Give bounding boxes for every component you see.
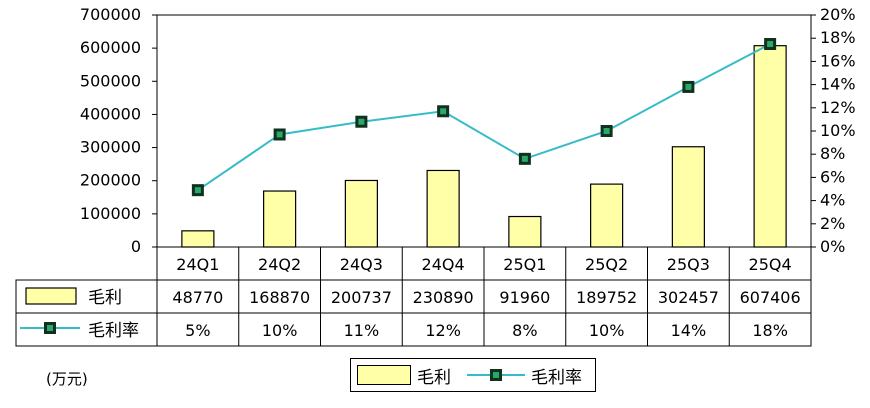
- right-tick-label: 20%: [820, 5, 856, 24]
- line-path: [197, 43, 771, 191]
- left-axis: 0 100000 200000 300000 400000 500000 600000 700…: [80, 5, 157, 256]
- line-point-inner: [603, 128, 610, 134]
- row-header-bar: 毛利: [88, 288, 122, 308]
- line-series: [191, 38, 777, 197]
- legend-label-bar: 毛利: [417, 367, 451, 388]
- right-tick-label: 16%: [820, 51, 856, 70]
- legend-item-line: 毛利率: [467, 359, 582, 391]
- bar: [263, 190, 297, 248]
- right-tick-label: 14%: [820, 75, 856, 94]
- left-tick-label: 600000: [80, 38, 141, 57]
- right-tick-label: 8%: [820, 144, 845, 163]
- bar: [181, 230, 215, 248]
- bar-key-icon: [25, 287, 77, 305]
- left-tick-label: 300000: [80, 138, 141, 157]
- line-point-inner: [358, 118, 365, 125]
- category-label: 25Q4: [749, 255, 792, 274]
- line-point-inner: [767, 41, 774, 47]
- left-tick-label: 0: [131, 237, 141, 256]
- right-tick-label: 4%: [820, 191, 845, 210]
- line-value-label: 5%: [185, 321, 210, 340]
- right-tick-label: 10%: [820, 121, 856, 140]
- line-point-inner: [521, 155, 528, 162]
- line-point-inner: [276, 131, 283, 138]
- line-point-inner: [194, 187, 201, 194]
- bar-series: [181, 45, 787, 248]
- line-marker-swatch-icon: [467, 365, 525, 385]
- line-key-marker-inner: [47, 325, 53, 331]
- line-value-label: 14%: [671, 321, 707, 340]
- bar-value-label: 200737: [331, 288, 392, 307]
- category-label: 25Q2: [585, 255, 628, 274]
- bar: [753, 45, 787, 248]
- line-value-label: 8%: [512, 321, 537, 340]
- bar-value-label: 48770: [172, 288, 223, 307]
- bar: [344, 179, 378, 248]
- category-label: 24Q2: [258, 255, 301, 274]
- right-tick-label: 12%: [820, 98, 856, 117]
- legend: 毛利 毛利率: [350, 358, 596, 392]
- left-tick-label: 100000: [80, 204, 141, 223]
- bar-value-label: 189752: [576, 288, 637, 307]
- line-value-label: 10%: [262, 321, 298, 340]
- plot-frame: [156, 14, 812, 248]
- bar-value-label: 230890: [413, 288, 474, 307]
- bar-value-label: 607406: [740, 288, 801, 307]
- line-value-label: 11%: [344, 321, 380, 340]
- line-value-label: 12%: [425, 321, 461, 340]
- right-axis: 0% 2% 4% 6% 8% 10% 12% 14% 16% 18% 20%: [811, 5, 856, 256]
- right-tick-label: 6%: [820, 167, 845, 186]
- row-header-line: 毛利率: [88, 321, 139, 341]
- legend-label-line: 毛利率: [531, 367, 582, 388]
- left-tick-label: 500000: [80, 71, 141, 90]
- category-label: 24Q3: [340, 255, 383, 274]
- right-tick-label: 18%: [820, 28, 856, 47]
- bar: [508, 215, 542, 248]
- right-tick-label: 2%: [820, 214, 845, 233]
- category-label: 25Q1: [503, 255, 546, 274]
- line-value-label: 18%: [752, 321, 788, 340]
- bar: [426, 169, 460, 248]
- legend-item-bar: 毛利: [357, 359, 451, 391]
- category-label: 25Q3: [667, 255, 710, 274]
- bar-value-label: 302457: [658, 288, 719, 307]
- bar: [590, 183, 624, 248]
- plot-area: [156, 14, 812, 248]
- right-tick-label: 0%: [820, 237, 845, 256]
- bar-value-label: 168870: [249, 288, 310, 307]
- unit-label: (万元): [46, 370, 88, 388]
- line-point-inner: [685, 83, 692, 90]
- line-point-inner: [440, 108, 447, 115]
- category-label: 24Q4: [422, 255, 465, 274]
- data-table: 24Q1 48770 5% 24Q2 168870 10% 24Q3 200737 11% 24Q…: [15, 247, 812, 347]
- left-tick-label: 200000: [80, 171, 141, 190]
- bar-swatch-icon: [357, 365, 411, 385]
- bar-value-label: 91960: [499, 288, 550, 307]
- line-value-label: 10%: [589, 321, 625, 340]
- left-tick-label: 400000: [80, 104, 141, 123]
- bar: [671, 146, 705, 248]
- left-tick-label: 700000: [80, 5, 141, 24]
- category-label: 24Q1: [176, 255, 219, 274]
